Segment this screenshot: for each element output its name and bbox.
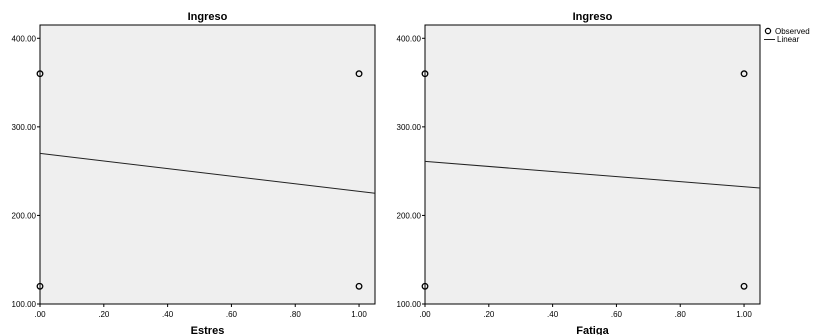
observed-point [740,282,748,290]
plot-area [39,24,376,305]
x-tick-label: .20 [483,310,495,319]
x-tick-label: 1.00 [736,310,752,319]
chart-title: Ingreso [573,11,613,23]
x-tick-label: .80 [675,310,687,319]
x-tick-label: .40 [547,310,559,319]
y-tick-label: 100.00 [397,300,422,309]
observed-point [421,282,429,290]
legend-observed-marker [764,27,772,35]
legend: Observed Linear [764,27,810,44]
x-tick-label: .20 [98,310,110,319]
x-axis-label: Estres [191,325,225,335]
legend-linear-label: Linear [777,35,800,44]
chart-panel-estres: Ingreso Estres .00 .20 .40 .60 .80 1.00 100.00 20… [12,11,376,335]
x-tick-label: .00 [419,310,431,319]
chart-panel-fatiga: Ingreso Fatiga .00 .20 .40 .60 .80 1.00 100.00 20… [397,11,761,335]
x-tick-label: 1.00 [351,310,367,319]
legend-observed-label: Observed [775,27,810,36]
x-tick-label: .60 [226,310,238,319]
chart-title: Ingreso [188,11,228,23]
y-tick-label: 200.00 [397,211,422,220]
observed-point [36,282,44,290]
observed-point [421,70,429,78]
x-tick-label: .40 [162,310,174,319]
observed-point [355,282,363,290]
observed-point [355,70,363,78]
y-tick-label: 200.00 [12,211,37,220]
linear-fit-line [39,152,376,194]
x-tick-label: .00 [34,310,46,319]
x-tick-label: .60 [611,310,623,319]
plot-area [424,24,761,305]
y-tick-label: 400.00 [12,34,37,43]
y-tick-label: 300.00 [12,123,37,132]
linear-fit-line [424,160,761,189]
observed-point [740,70,748,78]
observed-point [36,70,44,78]
x-tick-label: .80 [290,310,302,319]
y-tick-label: 100.00 [12,300,37,309]
x-axis-label: Fatiga [576,325,609,335]
y-tick-label: 300.00 [397,123,422,132]
y-tick-label: 400.00 [397,34,422,43]
